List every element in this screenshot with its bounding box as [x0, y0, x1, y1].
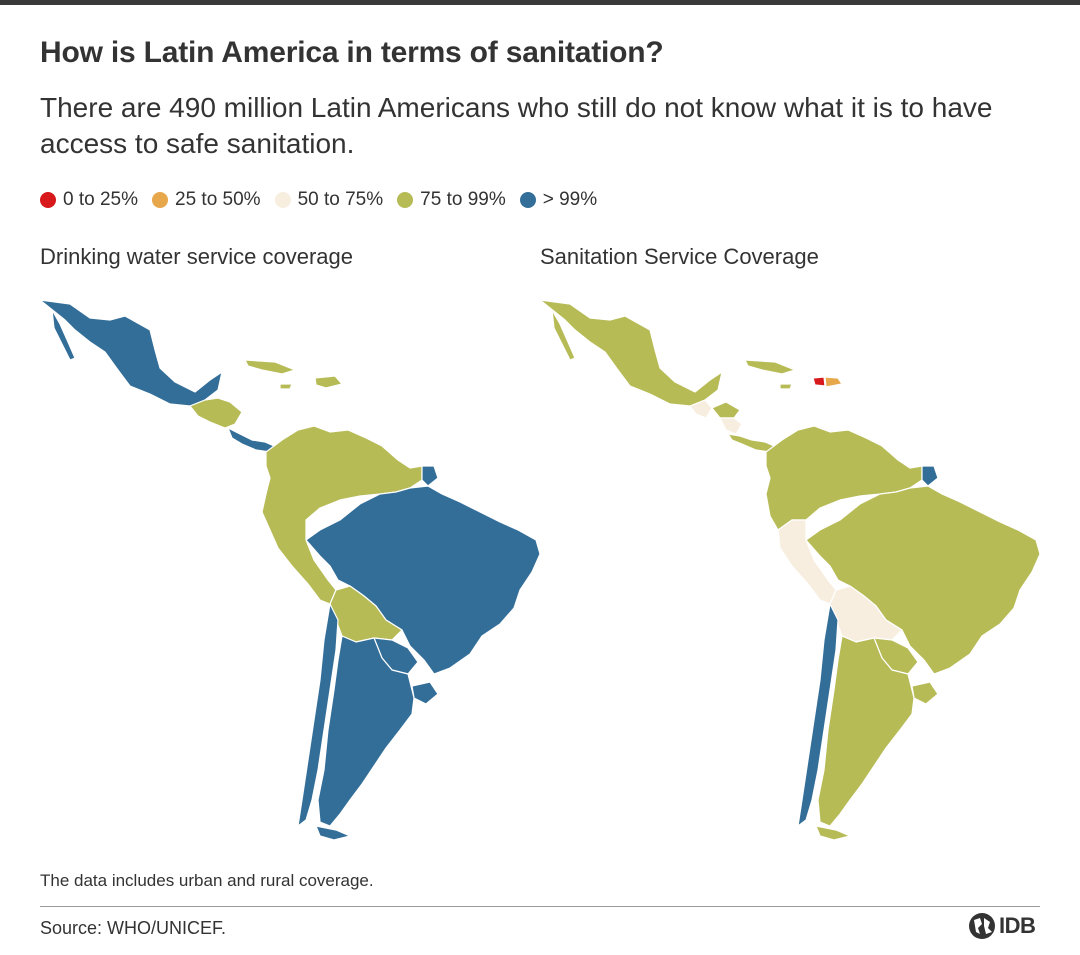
legend-item-25-50: 25 to 50% [152, 189, 261, 211]
legend-label: 50 to 75% [297, 189, 384, 210]
source-text: Source: WHO/UNICEF. [40, 918, 227, 938]
region-northern-south-america [261, 425, 423, 605]
legend-swatch [40, 192, 56, 208]
region-mexico [539, 299, 723, 407]
region-costa-rica-panama [727, 433, 775, 453]
legend-swatch [519, 192, 536, 208]
page-title: How is Latin America in terms of sanitat… [40, 36, 664, 69]
region-cuba [744, 359, 796, 375]
region-central-america [189, 397, 243, 429]
legend-item-over-99: > 99% [519, 189, 598, 211]
region-french-guiana [921, 465, 939, 487]
idb-logo: IDB [968, 912, 1036, 940]
legend-item-50-75: 50 to 75% [274, 189, 384, 211]
region-argentina [817, 635, 915, 827]
legend-label: 0 to 25% [63, 189, 138, 210]
region-uruguay [911, 681, 939, 705]
legend-item-75-99: 75 to 99% [397, 189, 506, 211]
region-costa-rica-panama [227, 427, 275, 453]
legend-label: > 99% [542, 189, 598, 210]
legend-item-0-25: 0 to 25% [40, 189, 138, 211]
legend-swatch [397, 192, 414, 208]
region-guatemala [689, 399, 713, 419]
region-hispaniola [314, 375, 343, 389]
region-uruguay [411, 681, 439, 705]
region-haiti [812, 376, 826, 387]
water-map-title: Drinking water service coverage [40, 244, 354, 269]
legend-label: 25 to 50% [175, 189, 261, 210]
footnote: The data includes urban and rural covera… [40, 871, 374, 890]
region-jamaica [279, 383, 293, 390]
legend-swatch [274, 192, 291, 208]
region-chile [297, 603, 339, 827]
region-jamaica [779, 383, 793, 390]
region-central-america [711, 401, 741, 419]
legend: 0 to 25% 25 to 50% 50 to 75% 75 to 99% >… [40, 189, 611, 211]
logo-text: IDB [999, 913, 1036, 938]
top-border [0, 0, 1080, 5]
divider [40, 906, 1040, 907]
region-argentina [317, 635, 415, 827]
sanitation-coverage-map [539, 299, 1041, 841]
page-subtitle: There are 490 million Latin Americans wh… [40, 92, 993, 159]
water-coverage-map [39, 299, 541, 841]
region-dominican-republic [824, 376, 843, 388]
region-chile [797, 603, 839, 827]
legend-swatch [152, 192, 168, 208]
region-tierra-del-fuego [815, 825, 851, 841]
region-nicaragua [719, 417, 743, 435]
region-mexico [39, 299, 223, 407]
region-tierra-del-fuego [315, 825, 351, 841]
legend-label: 75 to 99% [420, 189, 506, 210]
sanitation-map-title: Sanitation Service Coverage [540, 244, 819, 269]
region-french-guiana [421, 465, 439, 487]
globe-icon [969, 913, 995, 939]
region-cuba [244, 359, 296, 375]
